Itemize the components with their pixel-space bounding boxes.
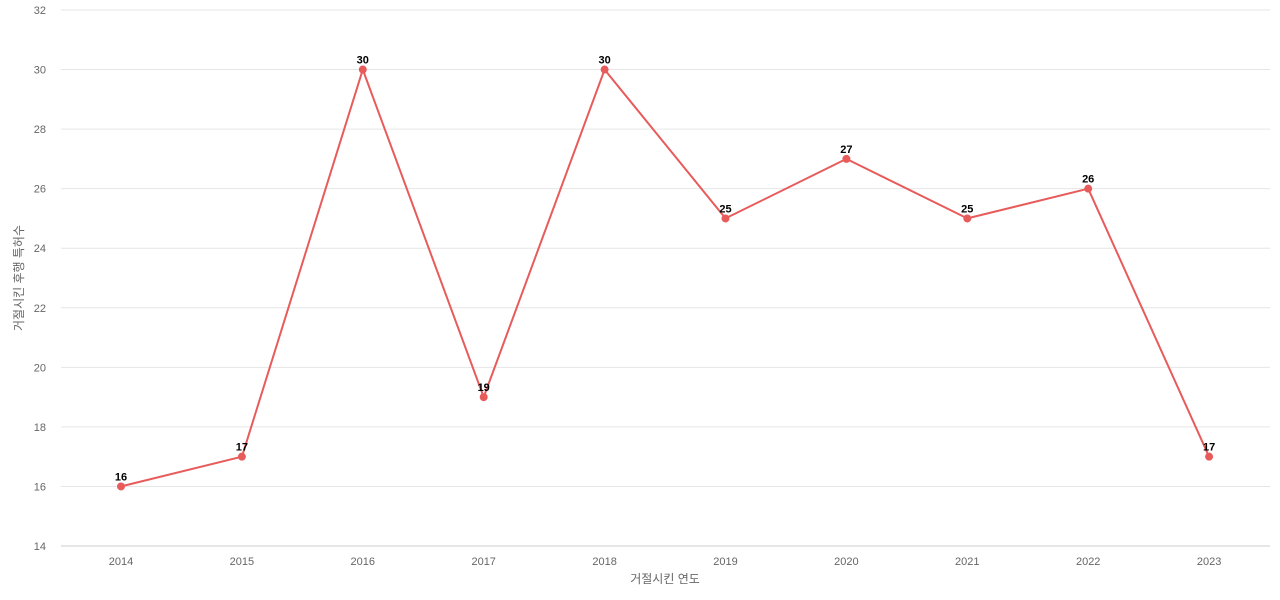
data-label: 30 bbox=[598, 55, 610, 67]
x-tick-label: 2015 bbox=[230, 556, 254, 568]
y-tick-label: 24 bbox=[34, 243, 46, 255]
y-tick-label: 32 bbox=[34, 5, 46, 17]
y-tick-label: 22 bbox=[34, 303, 46, 315]
x-axis-ticks: 2014 2015 2016 2017 2018 2019 2020 2021 2022 2023 bbox=[109, 556, 1222, 568]
gridlines bbox=[61, 9, 1270, 547]
y-tick-label: 26 bbox=[34, 184, 46, 196]
x-tick-label: 2014 bbox=[109, 556, 133, 568]
data-label: 27 bbox=[840, 144, 852, 156]
y-tick-label: 16 bbox=[34, 481, 46, 493]
data-point bbox=[963, 214, 972, 223]
x-tick-label: 2023 bbox=[1197, 556, 1221, 568]
data-point bbox=[842, 154, 851, 163]
data-label: 25 bbox=[719, 203, 731, 215]
x-tick-label: 2016 bbox=[351, 556, 375, 568]
data-point bbox=[1205, 452, 1214, 461]
y-tick-label: 28 bbox=[34, 124, 46, 136]
data-point bbox=[721, 214, 730, 223]
x-tick-label: 2017 bbox=[471, 556, 495, 568]
x-tick-label: 2020 bbox=[834, 556, 858, 568]
x-axis-title: 거절시킨 연도 bbox=[630, 572, 700, 586]
data-point bbox=[479, 393, 488, 402]
data-point bbox=[117, 482, 125, 491]
data-label: 17 bbox=[1203, 442, 1215, 454]
data-point bbox=[237, 452, 246, 461]
series-layer bbox=[117, 65, 1214, 491]
data-label: 30 bbox=[357, 55, 369, 67]
data-point bbox=[1084, 184, 1093, 193]
x-tick-label: 2021 bbox=[955, 556, 979, 568]
y-tick-label: 14 bbox=[34, 541, 46, 553]
data-label: 16 bbox=[115, 471, 127, 483]
y-tick-label: 20 bbox=[34, 362, 46, 374]
data-label: 19 bbox=[478, 382, 490, 394]
y-tick-label: 30 bbox=[34, 65, 46, 77]
data-label: 26 bbox=[1082, 174, 1094, 186]
data-point bbox=[358, 65, 367, 74]
y-axis-title: 거절시킨 후행 특허수 bbox=[11, 225, 26, 331]
data-label: 17 bbox=[236, 442, 248, 454]
x-tick-label: 2018 bbox=[592, 556, 616, 568]
data-label: 25 bbox=[961, 203, 973, 215]
y-tick-label: 18 bbox=[34, 422, 46, 434]
x-tick-label: 2019 bbox=[713, 556, 737, 568]
data-point bbox=[600, 65, 609, 74]
y-axis-ticks: 14 16 18 20 22 24 26 28 30 32 bbox=[34, 5, 46, 553]
data-labels: 16 17 30 19 30 25 27 25 26 17 bbox=[115, 55, 1215, 484]
series-line bbox=[120, 68, 1211, 488]
x-tick-label: 2022 bbox=[1076, 556, 1100, 568]
